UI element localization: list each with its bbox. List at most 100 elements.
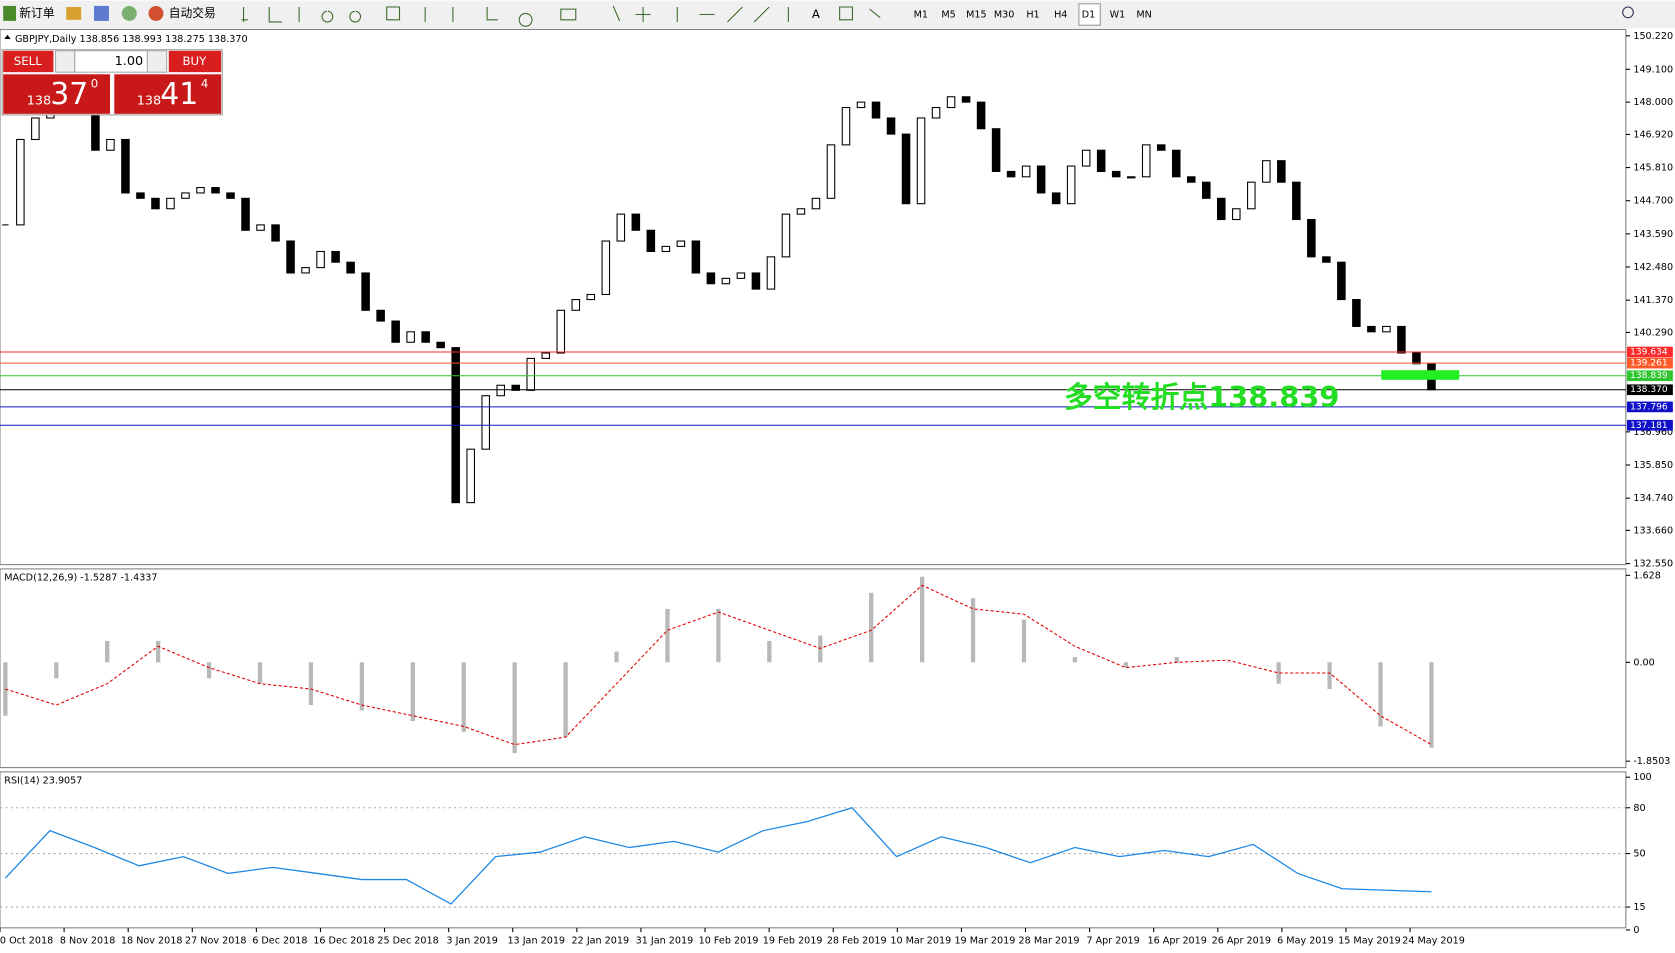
candle xyxy=(841,106,851,146)
macd-bar xyxy=(614,651,619,663)
candle xyxy=(1081,149,1091,167)
macd-pane xyxy=(0,568,1627,769)
candle xyxy=(31,117,40,141)
macd-title: MACD(12,26,9) -1.5287 -1.4337 xyxy=(4,572,157,583)
candle xyxy=(571,299,581,311)
candle xyxy=(976,101,986,130)
candle xyxy=(901,133,911,205)
buy-main[interactable]: 41 xyxy=(160,77,198,112)
candle xyxy=(541,352,551,359)
candle xyxy=(1292,181,1301,221)
candle xyxy=(1021,165,1031,178)
macd-bar xyxy=(410,662,415,722)
x-tick-label: 10 Feb 2019 xyxy=(699,936,759,947)
sell-big[interactable]: 138 xyxy=(27,94,51,109)
x-tick-label: 22 Jan 2019 xyxy=(572,936,630,947)
auto-trading[interactable]: 自动交易 xyxy=(169,6,216,20)
y-tick-label: 132.550 xyxy=(1633,559,1673,570)
x-tick-label: 18 Nov 2018 xyxy=(121,936,183,947)
candle xyxy=(466,448,475,504)
candle xyxy=(961,96,971,103)
candle xyxy=(556,309,566,354)
level-box xyxy=(1626,346,1673,358)
lot-down[interactable] xyxy=(55,50,76,73)
sell-button[interactable] xyxy=(3,50,54,73)
candle xyxy=(181,192,190,199)
macd-bar xyxy=(1174,656,1179,663)
timeframe[interactable]: M30 xyxy=(994,9,1015,20)
macd-bar xyxy=(1378,662,1383,727)
candle xyxy=(691,240,701,274)
active-timeframe xyxy=(1078,3,1101,26)
candle xyxy=(751,272,761,290)
candle xyxy=(256,224,265,231)
candle xyxy=(811,197,821,210)
candle xyxy=(721,277,731,285)
y-tick-label: 146.920 xyxy=(1633,129,1673,140)
x-tick-label: 16 Apr 2019 xyxy=(1147,936,1206,947)
rsi-line xyxy=(4,807,1432,905)
icon[interactable] xyxy=(121,5,137,21)
macd-bar xyxy=(512,662,517,754)
y-tick-label: 1.628 xyxy=(1633,570,1661,581)
candle xyxy=(1051,192,1061,205)
buy-big[interactable]: 138 xyxy=(137,94,161,109)
timeframe[interactable]: M1 xyxy=(914,9,928,20)
macd-bar xyxy=(359,662,365,711)
candle xyxy=(1322,256,1331,263)
text-tool[interactable]: A xyxy=(812,7,820,21)
new-order[interactable]: 新订单 xyxy=(19,6,54,20)
candle xyxy=(706,272,716,285)
tool-icons[interactable] xyxy=(241,5,881,27)
buy-label[interactable]: BUY xyxy=(182,54,207,68)
search[interactable] xyxy=(1622,6,1634,19)
icon[interactable] xyxy=(148,5,164,21)
x-tick-label: 19 Mar 2019 xyxy=(954,936,1015,947)
level-label: 138.839 xyxy=(1630,371,1668,381)
sell-main[interactable]: 37 xyxy=(50,77,88,112)
timeframe[interactable]: MN xyxy=(1136,9,1151,20)
annotation: 多空转折点138.839 xyxy=(1064,380,1339,414)
macd-bar xyxy=(1021,619,1027,663)
macd-bar xyxy=(206,662,212,679)
candle xyxy=(1066,165,1076,205)
timeframe[interactable]: M15 xyxy=(966,9,987,20)
lot-up[interactable] xyxy=(146,50,168,73)
candle xyxy=(796,208,806,215)
x-tick-label: 13 Jan 2019 xyxy=(507,936,565,947)
timeframe[interactable]: D1 xyxy=(1082,9,1096,20)
timeframe[interactable]: H1 xyxy=(1026,9,1039,20)
lot-value[interactable]: 1.00 xyxy=(115,54,144,69)
candle xyxy=(856,101,866,109)
macd-bar xyxy=(308,662,314,706)
icon[interactable] xyxy=(3,5,17,21)
icon[interactable] xyxy=(94,5,109,21)
sell-price-box[interactable] xyxy=(3,74,111,114)
candle xyxy=(121,138,130,194)
candle xyxy=(1186,176,1196,183)
macd-bar xyxy=(665,608,670,663)
icon[interactable] xyxy=(66,7,82,20)
candle xyxy=(1412,352,1421,365)
candle xyxy=(1277,160,1286,183)
collapse[interactable] xyxy=(4,34,11,40)
sell-label[interactable]: SELL xyxy=(14,54,42,68)
candle xyxy=(1247,181,1256,210)
macd-bar xyxy=(257,662,263,684)
buy-button[interactable] xyxy=(168,50,222,73)
buy-sup[interactable]: 4 xyxy=(201,76,208,90)
timeframe[interactable]: W1 xyxy=(1110,9,1126,20)
candle xyxy=(1036,165,1046,194)
sell-sup[interactable]: 0 xyxy=(91,76,98,90)
candle xyxy=(601,240,611,296)
buy-price-box[interactable] xyxy=(114,74,222,114)
macd-bar xyxy=(970,598,976,663)
y-tick-label: 15 xyxy=(1633,902,1645,913)
y-tick-label: 143.590 xyxy=(1633,229,1673,240)
timeframe[interactable]: H4 xyxy=(1054,9,1067,20)
y-tick-label: 100 xyxy=(1633,772,1651,783)
timeframe[interactable]: M5 xyxy=(941,9,955,20)
candle xyxy=(1141,144,1151,178)
candle xyxy=(316,250,325,269)
macd-bar xyxy=(1276,662,1281,684)
